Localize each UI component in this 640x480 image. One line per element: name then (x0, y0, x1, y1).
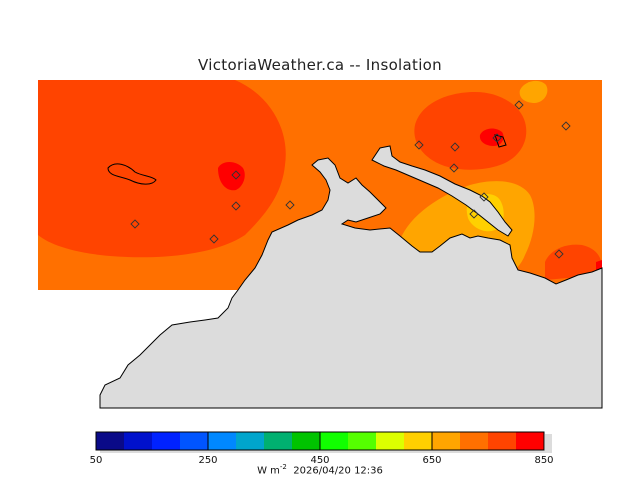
colorbar-tick-label: 450 (310, 455, 330, 466)
timestamp: 2026/04/20 12:36 (293, 465, 383, 477)
inlet-channel (371, 145, 513, 237)
colorbar-cell (236, 432, 265, 450)
colorbar-tick-label: 250 (198, 455, 218, 466)
colorbar-cell (320, 432, 349, 450)
colorbar-cell (292, 432, 321, 450)
colorbar-cell (124, 432, 153, 450)
mainland-landmass (99, 157, 603, 409)
colorbar-cell (376, 432, 405, 450)
station-marker (130, 219, 140, 229)
colorbar-cell (432, 432, 461, 450)
colorbar-cell (348, 432, 377, 450)
colorbar-shadow-bottom (100, 450, 552, 453)
colorbar-cell (96, 432, 125, 450)
colorbar-shadow (545, 434, 552, 452)
colorbar-tick-label: 850 (534, 455, 554, 466)
station-marker (285, 200, 295, 210)
unit-label: W m (257, 465, 280, 477)
weather-stations (130, 100, 571, 259)
station-marker (561, 121, 571, 131)
colorbar-cell (488, 432, 517, 450)
colorbar-tick-label: 650 (422, 455, 442, 466)
contour-high-southeast (545, 244, 602, 280)
contour-high-east (414, 92, 527, 170)
station-marker (479, 192, 489, 202)
colorbar-cell (180, 432, 209, 450)
station-marker (209, 234, 219, 244)
unit-exponent: -2 (279, 463, 287, 471)
station-marker (554, 249, 564, 259)
colorbar-footer: W m-2 2026/04/20 12:36 (0, 463, 640, 476)
station-marker (449, 163, 459, 173)
contour-mid-northeast (519, 80, 548, 103)
lake-outline-east (494, 134, 507, 148)
station-marker (231, 201, 241, 211)
colorbar-cell (152, 432, 181, 450)
colorbar-cell (516, 432, 545, 450)
colorbar-cell (460, 432, 489, 450)
lake-outline-west (107, 163, 157, 185)
colorbar-cell (404, 432, 433, 450)
station-marker (514, 100, 524, 110)
colorbar-cell (264, 432, 293, 450)
station-marker (492, 133, 502, 143)
colorbar-cell (208, 432, 237, 450)
colorbar-tick-label: 50 (89, 455, 103, 466)
contour-high-west (38, 80, 286, 258)
station-marker (450, 142, 460, 152)
station-marker (469, 209, 479, 219)
colorbar-major-ticks (207, 432, 433, 450)
station-marker (414, 140, 424, 150)
station-marker (231, 170, 241, 180)
map-title: VictoriaWeather.ca -- Insolation (198, 56, 442, 74)
contour-peak-west (218, 162, 245, 191)
